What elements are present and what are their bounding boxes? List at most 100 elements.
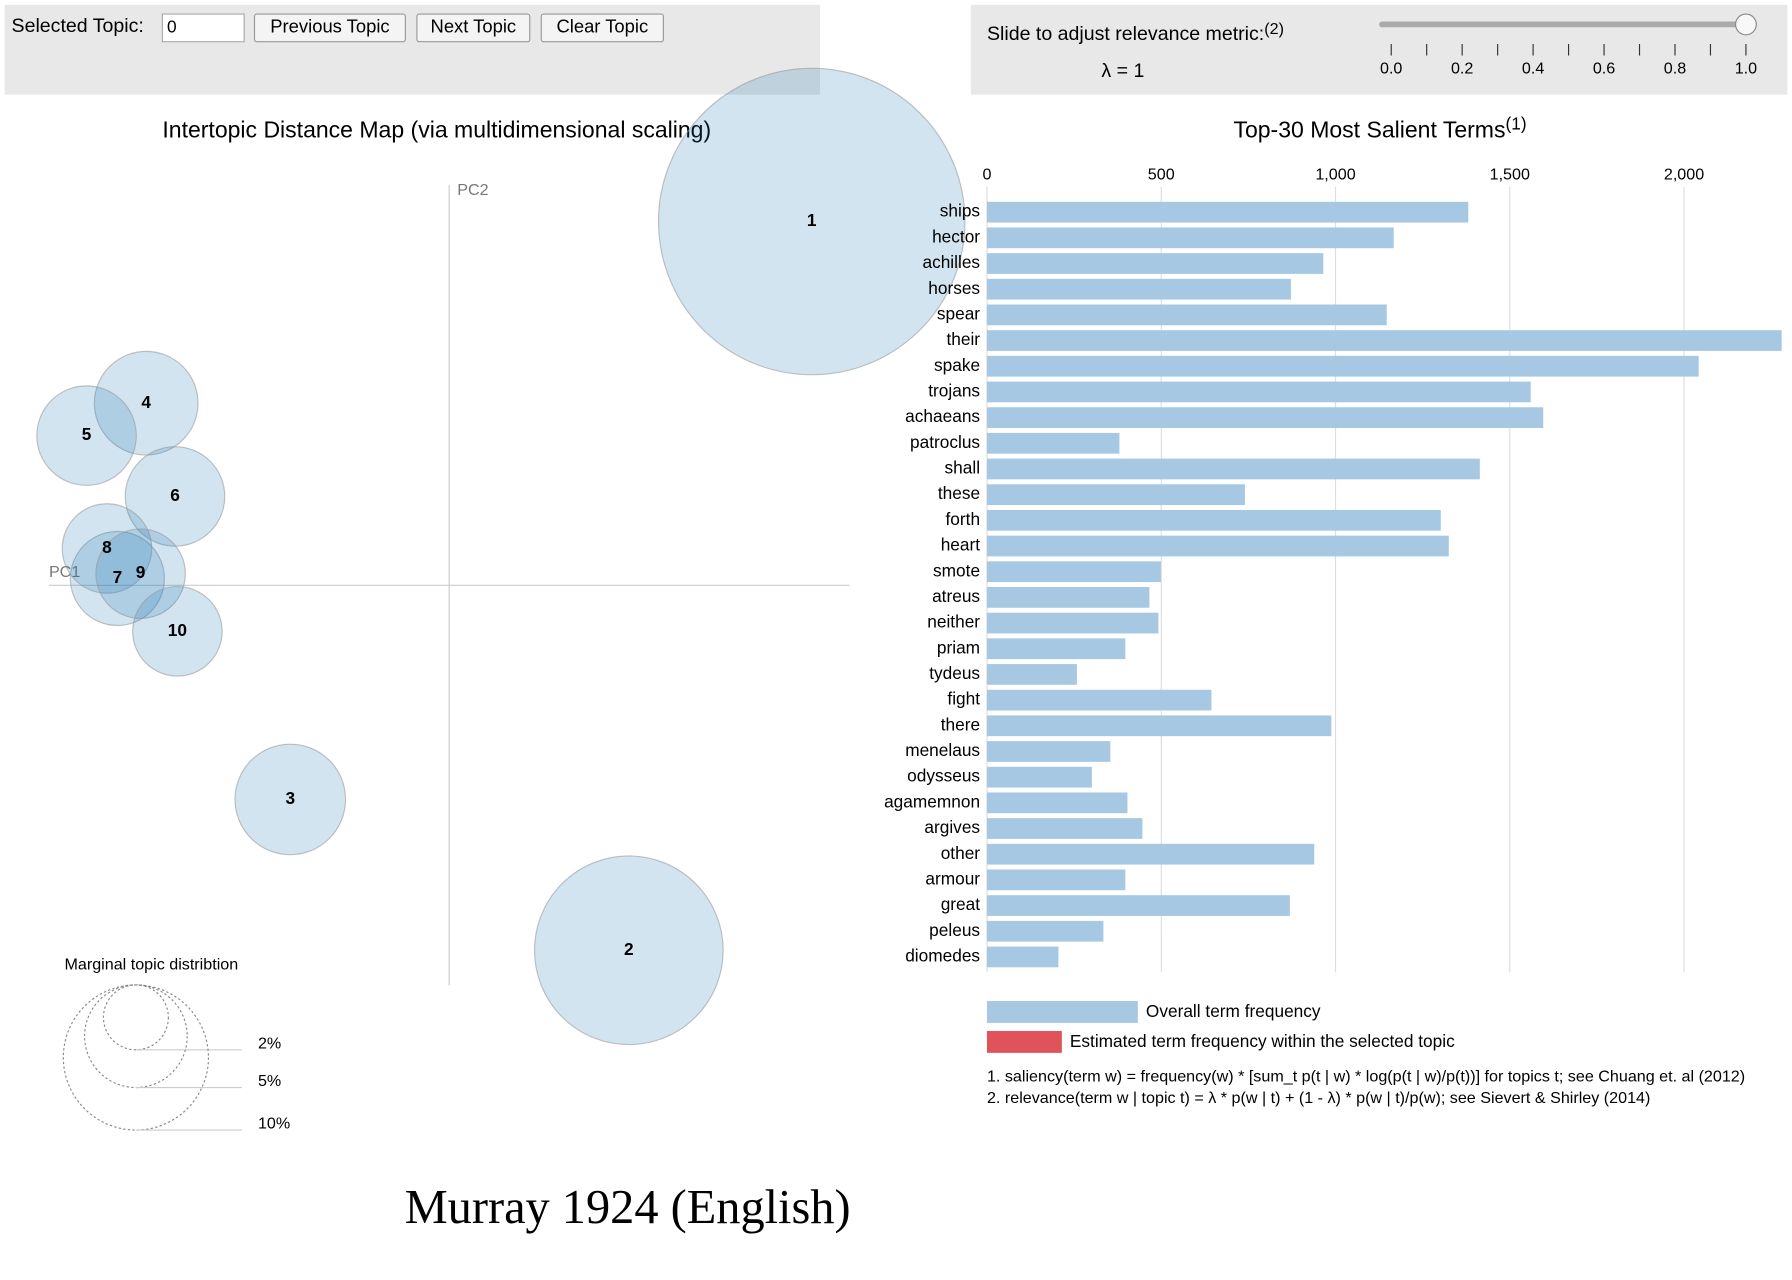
legend-swatch <box>986 1001 1138 1023</box>
bar-title: Top-30 Most Salient Terms(1) <box>1233 113 1526 142</box>
button-label[interactable]: Next Topic <box>431 16 517 37</box>
term-label: forth <box>946 509 981 529</box>
button-label[interactable]: Clear Topic <box>556 16 648 37</box>
bar[interactable] <box>986 253 1324 274</box>
button[interactable] <box>540 13 664 43</box>
lambda-value: λ = 1 <box>1101 60 1144 82</box>
topic-input[interactable] <box>161 13 245 43</box>
bar[interactable] <box>986 432 1120 454</box>
caption: Murray 1924 (English) <box>405 1181 851 1234</box>
bar[interactable] <box>986 612 1159 634</box>
bar[interactable] <box>986 407 1544 428</box>
bar[interactable] <box>986 895 1290 916</box>
bar[interactable] <box>986 766 1092 788</box>
topic-circle[interactable] <box>124 446 226 547</box>
footnote: 2. relevance(term w | topic t) = λ * p(w… <box>987 1089 1650 1107</box>
term-label: fight <box>947 689 980 709</box>
term-label: patroclus <box>910 432 980 452</box>
map-title: Intertopic Distance Map (via multidimens… <box>162 117 711 143</box>
topic-circle[interactable] <box>61 503 153 594</box>
button-label[interactable]: Previous Topic <box>270 16 389 37</box>
topic-label: 3 <box>285 788 295 808</box>
button[interactable] <box>253 13 406 43</box>
topic-label: 8 <box>102 537 112 557</box>
bar[interactable] <box>986 638 1126 660</box>
slider-tick-label: 0.4 <box>1522 60 1544 78</box>
topic-circle[interactable] <box>657 67 966 376</box>
slider-label-text: Slide to adjust relevance metric: <box>987 23 1264 45</box>
slider-tick-label: 0.0 <box>1380 60 1402 78</box>
term-label: achaeans <box>905 406 980 426</box>
bar[interactable] <box>986 664 1077 685</box>
topic-label: 2 <box>624 939 634 959</box>
term-label: hector <box>932 226 980 246</box>
term-label: trojans <box>928 380 980 400</box>
slider-tick-label: 0.8 <box>1664 60 1686 78</box>
topic-input-value[interactable]: 0 <box>167 16 177 36</box>
bar[interactable] <box>986 869 1126 891</box>
term-label: horses <box>928 278 980 298</box>
term-label: spear <box>937 303 980 323</box>
term-label: smote <box>933 560 980 580</box>
bar[interactable] <box>986 561 1161 583</box>
x-tick-label: 0 <box>982 166 991 184</box>
term-label: odysseus <box>907 766 980 786</box>
bar[interactable] <box>986 278 1291 300</box>
topic-label: 4 <box>141 392 151 412</box>
bar[interactable] <box>986 304 1387 326</box>
bar-title-text: Top-30 Most Salient Terms <box>1233 117 1505 143</box>
topic-circle[interactable] <box>132 586 223 677</box>
term-label: shall <box>945 458 981 478</box>
topic-label: 7 <box>113 567 123 587</box>
bar[interactable] <box>986 509 1441 531</box>
bar[interactable] <box>986 818 1143 839</box>
topic-circle[interactable] <box>69 530 165 627</box>
bar[interactable] <box>986 381 1531 403</box>
x-tick-label: 500 <box>1148 166 1175 184</box>
slider-knob[interactable] <box>1734 13 1757 36</box>
bar[interactable] <box>986 227 1394 249</box>
size-legend-label: 10% <box>258 1115 290 1133</box>
slider-panel <box>970 4 1788 95</box>
bar[interactable] <box>986 458 1480 480</box>
bar[interactable] <box>986 689 1212 711</box>
term-label: armour <box>925 868 980 888</box>
bar[interactable] <box>986 715 1332 737</box>
bar[interactable] <box>986 920 1104 942</box>
size-legend-title: Marginal topic distribtion <box>64 956 238 974</box>
topic-label: 1 <box>807 210 817 230</box>
topic-circle[interactable] <box>93 350 199 456</box>
bar[interactable] <box>986 741 1111 762</box>
topic-circle[interactable] <box>234 743 347 856</box>
slider-footnote: (2) <box>1264 20 1284 38</box>
bar[interactable] <box>986 355 1699 377</box>
size-legend-label: 5% <box>258 1072 281 1090</box>
term-label: great <box>941 894 981 914</box>
bar[interactable] <box>986 484 1245 506</box>
term-label: these <box>938 483 980 503</box>
bar[interactable] <box>986 946 1059 968</box>
button[interactable] <box>416 13 531 43</box>
bar[interactable] <box>986 587 1150 608</box>
term-label: diomedes <box>905 946 980 966</box>
topic-circle[interactable] <box>533 855 724 1046</box>
term-label: achilles <box>922 252 980 272</box>
bar[interactable] <box>986 201 1469 223</box>
bar[interactable] <box>986 843 1315 865</box>
term-label: priam <box>937 637 980 657</box>
term-label: atreus <box>932 586 980 606</box>
topic-circle[interactable] <box>95 528 186 619</box>
topic-label: 10 <box>168 620 187 640</box>
x-tick-label: 1,000 <box>1315 166 1355 184</box>
topic-label: 9 <box>136 562 146 582</box>
bar[interactable] <box>986 330 1782 351</box>
term-label: agamemnon <box>884 791 980 811</box>
bar[interactable] <box>986 792 1128 814</box>
term-label: peleus <box>929 920 980 940</box>
slider-label: Slide to adjust relevance metric:(2) <box>987 20 1284 45</box>
bar[interactable] <box>986 535 1449 557</box>
topic-circle[interactable] <box>36 385 137 486</box>
footnote: 1. saliency(term w) = frequency(w) * [su… <box>987 1067 1745 1085</box>
